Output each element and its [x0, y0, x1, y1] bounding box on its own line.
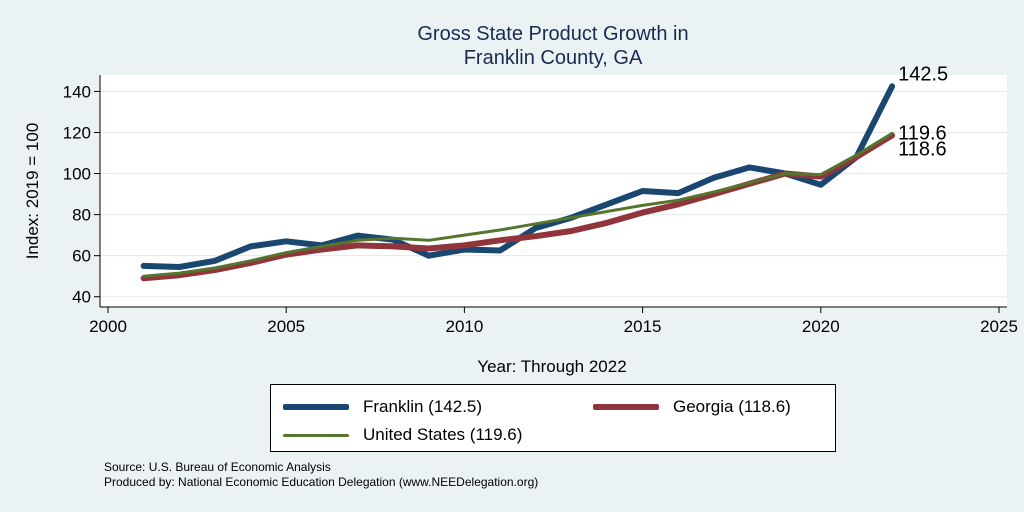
- legend-swatch-georgia: [593, 404, 659, 410]
- y-tick-label-80: 80: [72, 206, 91, 225]
- x-tick-label-2020: 2020: [802, 317, 840, 336]
- y-tick-label-60: 60: [72, 247, 91, 266]
- source-line: Source: U.S. Bureau of Economic Analysis: [104, 460, 331, 474]
- y-tick-label-100: 100: [63, 165, 91, 184]
- legend-entry-franklin: Franklin (142.5): [283, 397, 482, 417]
- end-label-franklin: 142.5: [898, 63, 948, 85]
- legend-entry-georgia: Georgia (118.6): [593, 397, 791, 417]
- legend: Franklin (142.5) Georgia (118.6) United …: [270, 384, 836, 452]
- end-label-georgia: 118.6: [898, 138, 947, 160]
- x-tick-label-2005: 2005: [267, 317, 305, 336]
- legend-swatch-united-states: [283, 433, 349, 437]
- end-label-united-states: 119.6: [898, 122, 947, 144]
- legend-swatch-franklin: [283, 404, 349, 410]
- legend-entry-united-states: United States (119.6): [283, 425, 522, 445]
- y-axis-label: Index: 2019 = 100: [23, 123, 42, 260]
- x-axis-label: Year: Through 2022: [477, 357, 626, 376]
- plot-area: [100, 75, 1007, 307]
- x-tick-label-2025: 2025: [980, 317, 1018, 336]
- chart-title-line-1: Gross State Product Growth in: [417, 23, 688, 45]
- produced-by-line: Produced by: National Economic Education…: [104, 475, 539, 489]
- y-tick-label-140: 140: [63, 82, 91, 101]
- y-tick-label-120: 120: [63, 123, 91, 142]
- axes: 40 60 80 100 120 140 2000 2005 2010 2015 2020 2025: [63, 75, 1018, 336]
- series-line-united-states: [142, 131, 894, 278]
- y-tick-label-40: 40: [72, 288, 91, 307]
- gridlines: [100, 90, 1007, 298]
- chart-title-line-2: Franklin County, GA: [464, 47, 643, 69]
- x-tick-label-2000: 2000: [89, 317, 127, 336]
- legend-label-georgia: Georgia (118.6): [673, 397, 791, 416]
- legend-label-united-states: United States (119.6): [363, 425, 523, 444]
- x-tick-label-2015: 2015: [624, 317, 662, 336]
- series-lines: [140, 83, 896, 282]
- x-tick-label-2010: 2010: [445, 317, 483, 336]
- source-note: Source: U.S. Bureau of Economic Analysis…: [104, 460, 538, 490]
- legend-label-franklin: Franklin (142.5): [363, 397, 483, 416]
